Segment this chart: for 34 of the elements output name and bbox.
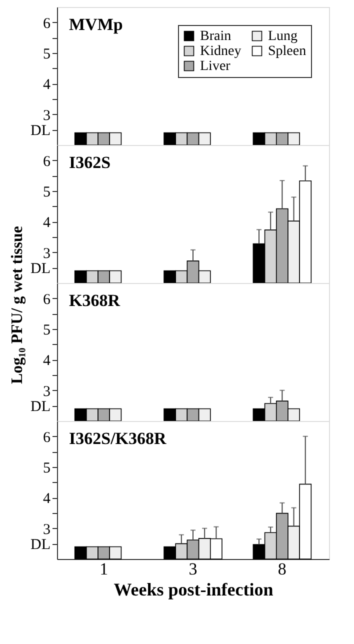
y-tick-label: DL [30, 399, 50, 416]
legend-label: Spleen [268, 44, 306, 59]
x-tick-label: 3 [188, 560, 198, 578]
y-tick-label: DL [30, 537, 50, 554]
legend-label: Kidney [200, 44, 242, 59]
y-tick-label: DL [30, 261, 50, 278]
y-tick-label: DL [30, 123, 50, 140]
legend-label: Brain [200, 29, 232, 44]
y-tick-label: 4 [43, 353, 51, 370]
y-tick-label: 5 [43, 184, 50, 200]
y-axis-title: Log₁₀ PFU/ g wet tissue [9, 226, 26, 384]
y-tick-label: 5 [43, 46, 50, 62]
y-tick-label: 3 [43, 384, 50, 400]
y-tick-label: 4 [43, 77, 51, 94]
text: I362S [69, 153, 111, 172]
y-tick-label: 3 [43, 246, 50, 262]
x-tick-label: 8 [278, 560, 286, 578]
y-tick-label: 6 [43, 154, 51, 170]
y-tick-label: 4 [43, 491, 51, 508]
y-tick-label: 6 [43, 292, 51, 308]
y-tick-label: 5 [43, 322, 50, 338]
y-tick-label: 4 [43, 215, 51, 232]
legend-label: Lung [268, 29, 298, 44]
x-tick-label: 1 [100, 560, 108, 578]
y-tick-label: 5 [43, 460, 50, 476]
y-tick-label: 3 [43, 108, 50, 124]
y-tick-label: 6 [43, 430, 51, 446]
legend-label: Liver [200, 59, 231, 74]
text: MVMp [69, 15, 123, 34]
y-tick-label: 3 [43, 522, 50, 538]
y-tick-label: 6 [43, 16, 51, 32]
text: K368R [69, 291, 121, 310]
text: I362S/K368R [69, 429, 168, 448]
x-axis-title: Weeks post-infection [114, 580, 274, 600]
